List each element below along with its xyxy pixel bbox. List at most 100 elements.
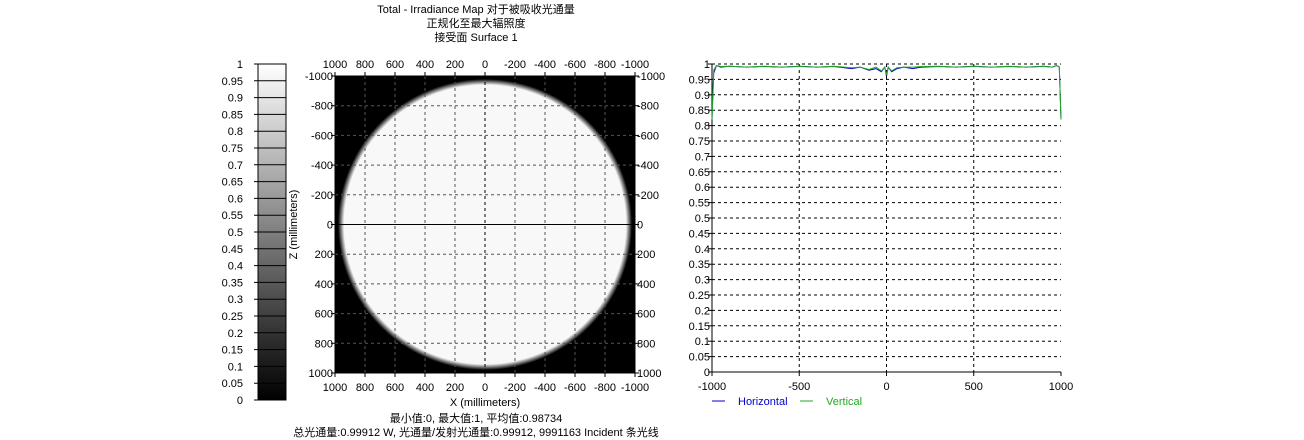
heatmap-x-tick-label-top: 0 [482,59,488,71]
linechart-y-tick-label: 0.35 [689,259,710,271]
heatmap-y-tick-label-left: -600 [311,130,333,142]
heatmap-x-tick-label-bottom: -400 [534,382,556,394]
linechart-x-tick-label: 500 [965,381,983,393]
heatmap-x-tick-label-top: 1000 [323,59,347,71]
colorbar-tick-label: 0.6 [228,193,243,205]
heatmap-x-tick-label-bottom: 0 [482,382,488,394]
linechart-y-tick-label: 0.4 [695,244,710,256]
heatmap-y-tick-label-left: 1000 [309,368,333,380]
heatmap-x-tick-label-top: 400 [416,59,434,71]
linechart-y-tick-label: 0.65 [689,167,710,179]
heatmap-y-tick-label-left: 800 [315,338,333,350]
colorbar-tick-label: 0.35 [222,277,243,289]
colorbar-tick-label: 0.55 [222,210,243,222]
heatmap-x-tick-label-bottom: 400 [416,382,434,394]
legend-label-horizontal: Horizontal [738,396,788,408]
colorbar-tick-label: 0.8 [228,126,243,138]
linechart-y-tick-label: 0 [704,367,710,379]
colorbar-tick-label: 0.3 [228,294,243,306]
colorbar-tick-label: 0.05 [222,378,243,390]
colorbar-tick-label: 0.2 [228,328,243,340]
heatmap-y-tick-label-left: -800 [311,101,333,113]
linechart-y-tick-label: 0.45 [689,228,710,240]
linechart-x-tick-label: -500 [788,381,810,393]
heatmap-y-tick-label-right: -200 [637,190,659,202]
colorbar-tick-label: 0 [237,395,243,407]
series-line-vertical [711,64,1062,120]
colorbar-tick-label: 0.95 [222,76,243,88]
colorbar-tick-label: 0.85 [222,109,243,121]
colorbar-tick-label: 0.45 [222,244,243,256]
heatmap-x-tick-label-bottom: 200 [446,382,464,394]
linechart-y-tick-label: 1 [704,59,710,71]
linechart-y-tick-label: 0.85 [689,105,710,117]
heatmap-y-tick-label-left: 600 [315,309,333,321]
heatmap-y-tick-label-right: 600 [637,309,655,321]
heatmap-x-tick-label-top: -400 [534,59,556,71]
linechart-y-tick-label: 0.6 [695,182,710,194]
heatmap-x-tick-label-top: 800 [356,59,374,71]
heatmap-y-tick-label-right: 400 [637,279,655,291]
linechart-y-tick-label: 0.7 [695,151,710,163]
colorbar-tick-label: 0.9 [228,93,243,105]
heatmap-x-tick-label-top: -800 [594,59,616,71]
heatmap-y-tick-label-left: 400 [315,279,333,291]
heatmap-y-tick-label-left: -400 [311,160,333,172]
heatmap-y-tick-label-left: -200 [311,190,333,202]
linechart-x-tick-label: 0 [883,381,889,393]
colorbar-tick-label: 0.1 [228,361,243,373]
linechart-y-tick-label: 0.25 [689,290,710,302]
linechart-y-tick-label: 0.05 [689,352,710,364]
colorbar-tick-label: 1 [237,59,243,71]
heatmap-x-tick-label-bottom: 1000 [323,382,347,394]
chart-title-line-1: Total - Irradiance Map 对于被吸收光通量 [377,4,575,16]
footer-line-1: 最小值:0, 最大值:1, 平均值:0.98734 [389,413,563,425]
heatmap-y-tick-label-right: -400 [637,160,659,172]
linechart-x-tick-label: 1000 [1049,381,1073,393]
colorbar-tick-label: 0.15 [222,345,243,357]
heatmap-x-tick-label-bottom: -1000 [621,382,649,394]
heatmap-x-tick-label-bottom: -200 [504,382,526,394]
heatmap-x-tick-label-top: -200 [504,59,526,71]
legend-label-vertical: Vertical [826,396,862,408]
chart-title-line-2: 正规化至最大辐照度 [426,18,526,30]
colorbar-tick-label: 0.25 [222,311,243,323]
linechart-y-tick-label: 0.8 [695,121,710,133]
heatmap-x-tick-label-top: 600 [386,59,404,71]
heatmap-x-tick-label-bottom: -600 [564,382,586,394]
linechart-x-tick-label: -1000 [698,381,726,393]
heatmap-x-tick-label-bottom: 800 [356,382,374,394]
heatmap-x-tick-label-bottom: 600 [386,382,404,394]
colorbar-tick-label: 0.4 [228,261,243,273]
heatmap-x-tick-label-bottom: -800 [594,382,616,394]
heatmap-y-tick-label-right: -600 [637,130,659,142]
colorbar-tick-label: 0.75 [222,143,243,155]
heatmap-x-tick-label-top: 200 [446,59,464,71]
heatmap-y-tick-label-right: -1000 [637,71,665,83]
heatmap-x-tick-label-top: -600 [564,59,586,71]
heatmap-y-tick-label-right: 800 [637,338,655,350]
chart-title-line-3: 接受面 Surface 1 [434,32,518,44]
colorbar-tick-label: 0.65 [222,177,243,189]
heatmap-y-tick-label-right: -800 [637,101,659,113]
heatmap-y-axis-label: Z (millimeters) [288,190,300,260]
linechart-y-tick-label: 0.55 [689,198,710,210]
heatmap-x-tick-label-top: -1000 [621,59,649,71]
linechart-y-tick-label: 0.5 [695,213,710,225]
heatmap-y-tick-label-right: 200 [637,249,655,261]
linechart-y-tick-label: 0.15 [689,321,710,333]
linechart-y-tick-label: 0.2 [695,305,710,317]
heatmap-y-tick-label-left: -1000 [305,71,333,83]
heatmap-y-tick-label-right: 1000 [637,368,661,380]
linechart-y-tick-label: 0.75 [689,136,710,148]
linechart-y-tick-label: 0.3 [695,275,710,287]
colorbar-tick-label: 0.5 [228,227,243,239]
linechart-y-tick-label: 0.1 [695,336,710,348]
footer-line-2: 总光通量:0.99912 W, 光通量/发射光通量:0.99912, 99911… [293,427,659,439]
heatmap-y-tick-label-left: 200 [315,249,333,261]
heatmap-y-tick-label-right: 0 [637,220,643,232]
colorbar-tick-label: 0.7 [228,160,243,172]
linechart-y-tick-label: 0.95 [689,74,710,86]
